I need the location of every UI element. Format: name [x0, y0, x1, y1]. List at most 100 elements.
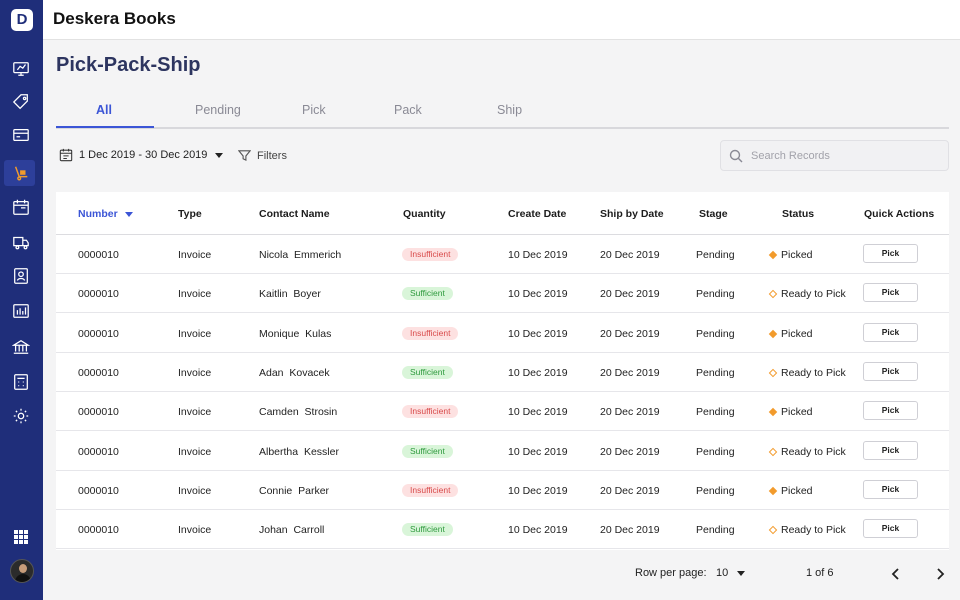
calendar-icon[interactable] — [10, 196, 32, 218]
calendar-icon — [59, 148, 73, 162]
column-header-create-date[interactable]: Create Date — [508, 208, 567, 220]
records-table: Number Type Contact Name Quantity Create… — [56, 192, 949, 550]
calculator-icon[interactable] — [10, 371, 32, 393]
app-grid-icon[interactable] — [14, 530, 28, 544]
pick-button[interactable]: Pick — [863, 479, 918, 499]
cell-create-date: 10 Dec 2019 — [508, 406, 568, 419]
column-header-number[interactable]: Number — [78, 208, 134, 220]
tag-icon[interactable] — [10, 91, 32, 113]
table-row[interactable]: 0000010 Invoice Camden Strosin Insufficient… — [56, 392, 949, 432]
tab-ship[interactable]: Ship — [497, 103, 523, 117]
cell-ship-by-date: 20 Dec 2019 — [600, 406, 660, 419]
cell-contact-name: Albertha Kessler — [259, 445, 339, 458]
date-range-picker[interactable]: 1 Dec 2019 - 30 Dec 2019 — [59, 148, 225, 162]
tab-all[interactable]: All — [96, 103, 112, 117]
tab-bar: All Pending Pick Pack Ship — [56, 96, 949, 129]
cell-create-date: 10 Dec 2019 — [508, 288, 568, 301]
cell-stage: Pending — [696, 406, 735, 419]
status-diamond-icon — [768, 250, 778, 260]
quantity-badge: Insufficient — [402, 405, 459, 419]
cell-stage: Pending — [696, 327, 735, 340]
cell-contact-name: Nicola Emmerich — [259, 249, 342, 261]
status-cell: Picked — [768, 328, 813, 340]
status-diamond-icon — [768, 525, 778, 535]
tab-pack[interactable]: Pack — [394, 103, 422, 117]
tab-pick[interactable]: Pick — [302, 103, 326, 117]
rows-per-page-value: 10 — [716, 567, 729, 579]
pick-button[interactable]: Pick — [863, 283, 918, 303]
cell-number: 0000010 — [78, 524, 119, 537]
cell-number: 0000010 — [78, 288, 119, 301]
pick-button[interactable]: Pick — [863, 401, 918, 421]
next-page-icon[interactable] — [932, 566, 948, 582]
filters-button[interactable]: Filters — [238, 149, 287, 162]
cell-number: 0000010 — [78, 445, 119, 458]
cell-number: 0000010 — [78, 366, 119, 379]
cell-contact-name: Adan Kovacek — [259, 366, 330, 379]
pick-button[interactable]: Pick — [863, 322, 918, 342]
cell-type: Invoice — [178, 288, 212, 301]
dashboard-icon[interactable] — [10, 58, 32, 80]
quantity-badge: Sufficient — [402, 287, 453, 301]
cell-create-date: 10 Dec 2019 — [508, 524, 568, 537]
status-label: Ready to Pick — [781, 366, 846, 379]
status-cell: Picked — [768, 249, 813, 261]
table-row[interactable]: 0000010 Invoice Johan Carroll Sufficient 10 … — [56, 510, 949, 550]
cell-number: 0000010 — [78, 327, 119, 340]
column-header-quick-actions: Quick Actions — [864, 208, 935, 220]
cell-type: Invoice — [178, 327, 212, 340]
cell-type: Invoice — [178, 249, 212, 261]
cell-ship-by-date: 20 Dec 2019 — [600, 445, 660, 458]
app-logo[interactable]: D — [11, 9, 33, 31]
column-header-quantity[interactable]: Quantity — [403, 208, 446, 220]
previous-page-icon[interactable] — [888, 566, 904, 582]
truck-icon[interactable] — [10, 231, 32, 253]
card-icon[interactable] — [10, 124, 32, 146]
cell-create-date: 10 Dec 2019 — [508, 366, 568, 379]
cell-contact-name: Monique Kulas — [259, 327, 332, 340]
column-header-type[interactable]: Type — [178, 208, 202, 220]
status-cell: Ready to Pick — [768, 288, 846, 300]
quantity-badge: Insufficient — [402, 326, 459, 340]
sort-down-icon — [124, 212, 133, 217]
cell-create-date: 10 Dec 2019 — [508, 445, 568, 458]
table-row[interactable]: 0000010 Invoice Connie Parker Insufficient 1… — [56, 471, 949, 510]
pick-button[interactable]: Pick — [863, 244, 918, 263]
report-icon[interactable] — [10, 300, 32, 322]
chevron-down-icon — [215, 153, 224, 158]
table-row[interactable]: 0000010 Invoice Kaitlin Boyer Sufficient 10 … — [56, 274, 949, 314]
page-indicator: 1 of 6 — [806, 567, 834, 579]
pick-button[interactable]: Pick — [863, 361, 918, 381]
search-input[interactable] — [751, 149, 931, 162]
cell-ship-by-date: 20 Dec 2019 — [600, 249, 660, 261]
column-header-stage[interactable]: Stage — [699, 208, 728, 220]
cell-stage: Pending — [696, 366, 735, 379]
pick-button[interactable]: Pick — [863, 519, 918, 539]
table-row[interactable]: 0000010 Invoice Albertha Kessler Sufficient… — [56, 432, 949, 471]
cell-stage: Pending — [696, 249, 735, 261]
cell-create-date: 10 Dec 2019 — [508, 249, 568, 261]
table-row[interactable]: 0000010 Invoice Adan Kovacek Sufficient 10 D… — [56, 353, 949, 392]
cell-type: Invoice — [178, 524, 212, 537]
tab-pending[interactable]: Pending — [195, 103, 241, 117]
bank-icon[interactable] — [10, 336, 32, 358]
column-header-ship-date[interactable]: Ship by Date — [600, 208, 664, 220]
user-avatar[interactable] — [10, 559, 34, 583]
quantity-badge: Insufficient — [402, 483, 459, 497]
contact-icon[interactable] — [10, 265, 32, 287]
cell-contact-name: Camden Strosin — [259, 406, 338, 419]
cell-ship-by-date: 20 Dec 2019 — [600, 327, 660, 340]
pick-button[interactable]: Pick — [863, 440, 918, 460]
status-label: Picked — [781, 406, 813, 419]
ship-icon[interactable] — [10, 162, 32, 184]
column-header-status[interactable]: Status — [782, 208, 815, 220]
table-row[interactable]: 0000010 Invoice Monique Kulas Insufficient 1… — [56, 314, 949, 353]
cell-number: 0000010 — [78, 249, 119, 261]
cell-number: 0000010 — [78, 484, 119, 497]
table-row[interactable]: 0000010 Invoice Nicola Emmerich Insufficien… — [56, 235, 949, 274]
column-header-contact[interactable]: Contact Name — [259, 208, 330, 220]
date-range-label: 1 Dec 2019 - 30 Dec 2019 — [79, 149, 208, 161]
cell-ship-by-date: 20 Dec 2019 — [600, 366, 660, 379]
settings-icon[interactable] — [10, 405, 32, 427]
rows-per-page-select[interactable]: 10 — [716, 567, 746, 579]
